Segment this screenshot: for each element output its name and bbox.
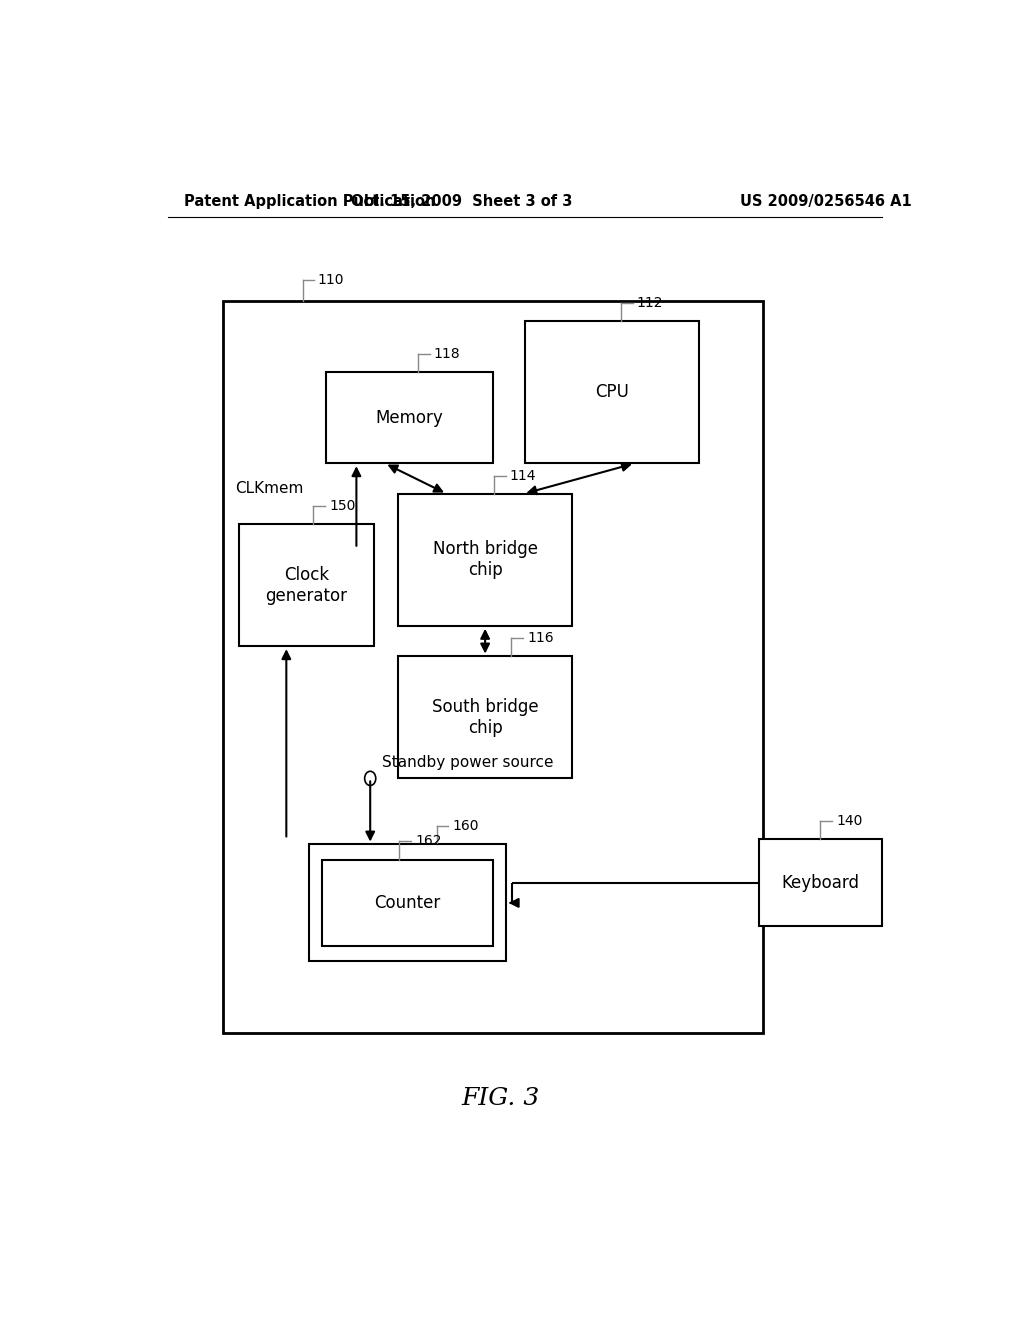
Bar [397,656,572,779]
Text: 140: 140 [837,814,862,828]
Bar [323,859,494,946]
Bar [397,494,572,626]
Text: North bridge
chip: North bridge chip [432,540,538,579]
Text: 162: 162 [415,834,441,849]
Text: 150: 150 [329,499,355,513]
Text: Standby power source: Standby power source [382,755,554,771]
Text: 160: 160 [452,820,478,833]
Bar [240,524,374,647]
Text: CPU: CPU [595,383,629,401]
Text: Memory: Memory [376,409,443,426]
Text: 112: 112 [637,296,664,310]
Text: Counter: Counter [375,894,441,912]
Text: Clock
generator: Clock generator [265,566,347,605]
Text: Keyboard: Keyboard [781,874,859,891]
Text: Patent Application Publication: Patent Application Publication [183,194,435,209]
Bar [223,301,763,1032]
Bar [327,372,493,463]
Bar [759,840,882,925]
Text: 118: 118 [434,347,461,360]
Bar [309,845,506,961]
Text: Oct. 15, 2009  Sheet 3 of 3: Oct. 15, 2009 Sheet 3 of 3 [350,194,572,209]
Text: 116: 116 [527,631,554,645]
Text: CLKmem: CLKmem [236,482,303,496]
Text: 114: 114 [510,469,537,483]
Text: US 2009/0256546 A1: US 2009/0256546 A1 [740,194,912,209]
Text: 110: 110 [317,273,344,288]
Bar [524,321,699,463]
Text: FIG. 3: FIG. 3 [462,1088,540,1110]
Text: South bridge
chip: South bridge chip [432,698,539,737]
